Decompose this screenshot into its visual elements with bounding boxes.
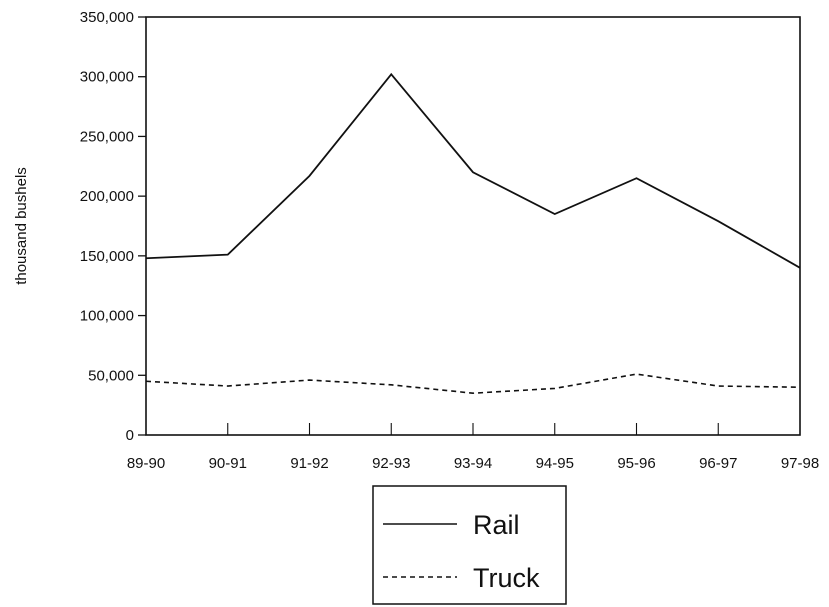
plot-area (145, 16, 801, 436)
y-axis-title: thousand bushels (13, 167, 30, 285)
y-tick-label: 350,000 (80, 9, 134, 26)
y-tick-label: 200,000 (80, 188, 134, 205)
x-tick-label: 96-97 (699, 455, 737, 472)
x-tick-label: 93-94 (454, 455, 492, 472)
y-tick-label: 0 (126, 427, 134, 444)
x-tick-label: 95-96 (617, 455, 655, 472)
x-tick-label: 92-93 (372, 455, 410, 472)
x-tick-label: 91-92 (290, 455, 328, 472)
series-line-rail (145, 72, 801, 269)
x-tick-label: 97-98 (781, 455, 819, 472)
legend: Rail Truck (372, 485, 567, 605)
x-tick-label: 94-95 (536, 455, 574, 472)
y-tick-label: 300,000 (80, 69, 134, 86)
plot-frame (145, 16, 801, 436)
axes: 0 50,000 100,000 150,000 200,000 250,000 300,0… (13, 9, 819, 472)
y-tick-label: 50,000 (88, 367, 134, 384)
y-tick-label: 150,000 (80, 248, 134, 265)
x-tick-label: 90-91 (209, 455, 247, 472)
legend-box (372, 485, 567, 605)
legend-label-truck: Truck (473, 563, 540, 593)
x-tick-label: 89-90 (127, 455, 165, 472)
legend-label-rail: Rail (473, 510, 520, 540)
y-tick-label: 100,000 (80, 308, 134, 325)
series-line-truck (145, 373, 801, 395)
y-tick-label: 250,000 (80, 128, 134, 145)
